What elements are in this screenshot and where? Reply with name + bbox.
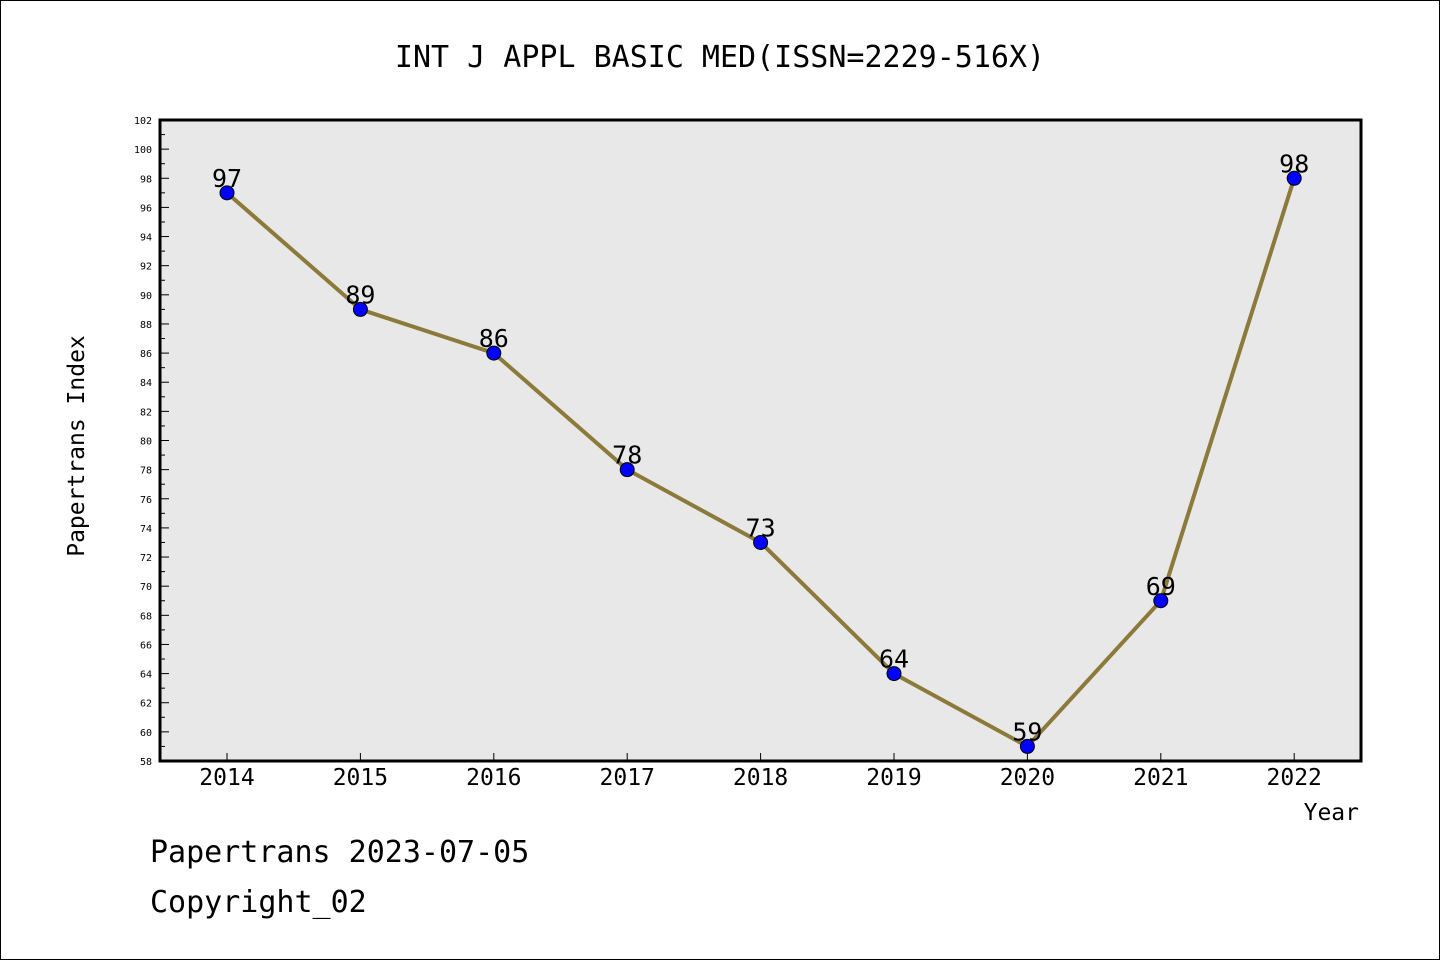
x-tick-label: 2020 — [1000, 765, 1055, 791]
y-tick-label: 74 — [140, 524, 152, 535]
y-tick-label: 84 — [140, 378, 152, 389]
y-tick-label: 88 — [140, 320, 152, 331]
y-tick-label: 82 — [140, 407, 152, 418]
data-label: 98 — [1279, 149, 1309, 178]
y-axis-title: Papertrans Index — [64, 335, 90, 557]
data-point — [219, 185, 235, 201]
x-tick-label: 2014 — [199, 765, 254, 791]
data-labels: 97 89 86 78 73 64 59 69 98 — [212, 149, 1309, 746]
y-tick-label: 62 — [140, 699, 152, 710]
x-tick-label: 2019 — [866, 765, 921, 791]
y-tick-label: 94 — [140, 233, 152, 244]
y-tick-label: 90 — [140, 291, 152, 302]
data-point — [1153, 593, 1169, 609]
x-tick-label: 2016 — [466, 765, 521, 791]
data-point — [1286, 170, 1302, 186]
x-axis-title: Year — [1304, 800, 1359, 826]
y-tick-label: 86 — [140, 349, 152, 360]
data-points — [219, 170, 1302, 754]
y-tick-label: 70 — [140, 582, 152, 593]
data-point — [1019, 738, 1035, 754]
data-label: 97 — [212, 164, 242, 193]
y-tick-label: 68 — [140, 611, 152, 622]
y-tick-label: 92 — [140, 262, 152, 273]
data-label: 73 — [746, 513, 776, 542]
y-tick-label: 76 — [140, 495, 152, 506]
data-point — [619, 462, 635, 478]
y-tick-label: 72 — [140, 553, 152, 564]
data-point — [886, 666, 902, 682]
y-axis: 58 60 62 64 66 68 70 72 74 76 78 80 82 84 86 88 90 92 94 96… — [134, 116, 169, 768]
y-tick-label: 102 — [134, 116, 152, 127]
footer-copyright: Copyright_02 — [150, 885, 367, 920]
data-label: 64 — [879, 645, 909, 674]
data-label: 69 — [1146, 572, 1176, 601]
y-tick-label: 64 — [140, 670, 152, 681]
data-label: 86 — [479, 324, 509, 353]
data-label: 59 — [1012, 717, 1042, 746]
data-label: 78 — [612, 441, 642, 470]
footer-date: Papertrans 2023-07-05 — [150, 835, 530, 870]
plot-area — [158, 118, 1363, 763]
x-tick-label: 2022 — [1267, 765, 1322, 791]
data-point — [753, 534, 769, 550]
chart-title: INT J APPL BASIC MED(ISSN=2229-516X) — [395, 40, 1045, 75]
y-tick-label: 66 — [140, 640, 152, 651]
y-tick-label: 80 — [140, 437, 152, 448]
data-label: 89 — [345, 280, 375, 309]
y-tick-label: 78 — [140, 466, 152, 477]
x-tick-label: 2021 — [1133, 765, 1188, 791]
y-tick-label: 96 — [140, 203, 152, 214]
data-point — [352, 301, 368, 317]
y-tick-label: 98 — [140, 174, 152, 185]
y-tick-label: 100 — [134, 145, 152, 156]
y-tick-label: 60 — [140, 728, 152, 739]
x-axis: 2014 2015 2016 2017 2018 2019 2020 2021 2022 — [199, 753, 1322, 791]
x-tick-label: 2017 — [600, 765, 655, 791]
data-point — [486, 345, 502, 361]
x-tick-label: 2018 — [733, 765, 788, 791]
x-tick-label: 2015 — [333, 765, 388, 791]
y-tick-label: 58 — [140, 757, 152, 768]
